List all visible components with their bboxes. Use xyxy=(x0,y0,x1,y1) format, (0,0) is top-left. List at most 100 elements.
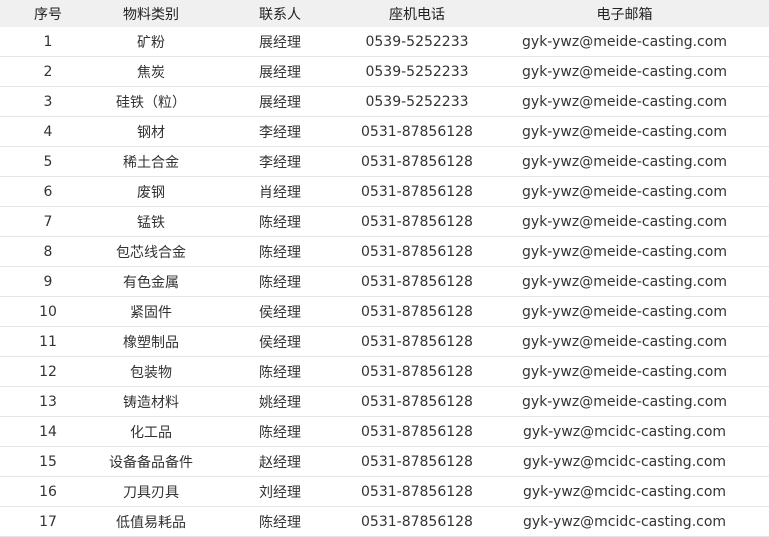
cell-email[interactable]: gyk-ywz@meide-casting.com xyxy=(480,326,769,357)
cell-index: 17 xyxy=(0,506,96,537)
cell-email[interactable]: gyk-ywz@meide-casting.com xyxy=(480,56,769,87)
cell-category: 包芯线合金 xyxy=(96,236,206,267)
cell-index: 16 xyxy=(0,476,96,507)
cell-index: 1 xyxy=(0,27,96,57)
table-row: 4 钢材 李经理 0531-87856128 gyk-ywz@meide-casting… xyxy=(0,116,769,147)
cell-contact: 陈经理 xyxy=(206,356,354,387)
cell-email[interactable]: gyk-ywz@meide-casting.com xyxy=(480,176,769,207)
table-row: 12 包装物 陈经理 0531-87856128 gyk-ywz@meide-casti… xyxy=(0,356,769,387)
table-row: 7 锰铁 陈经理 0531-87856128 gyk-ywz@meide-casting… xyxy=(0,206,769,237)
cell-contact: 姚经理 xyxy=(206,386,354,417)
cell-category: 低值易耗品 xyxy=(96,506,206,537)
cell-contact: 展经理 xyxy=(206,56,354,87)
cell-phone: 0531-87856128 xyxy=(354,416,480,447)
table-row: 3 硅铁（粒） 展经理 0539-5252233 gyk-ywz@meide-casti… xyxy=(0,86,769,117)
cell-email[interactable]: gyk-ywz@mcidc-casting.com xyxy=(480,416,769,447)
table-row: 2 焦炭 展经理 0539-5252233 gyk-ywz@meide-casting.… xyxy=(0,56,769,87)
cell-phone: 0531-87856128 xyxy=(354,236,480,267)
header-email: 电子邮箱 xyxy=(480,0,769,27)
cell-index: 5 xyxy=(0,146,96,177)
cell-phone: 0531-87856128 xyxy=(354,386,480,417)
cell-category: 化工品 xyxy=(96,416,206,447)
cell-contact: 李经理 xyxy=(206,116,354,147)
cell-email[interactable]: gyk-ywz@mcidc-casting.com xyxy=(480,506,769,537)
table-row: 10 紧固件 侯经理 0531-87856128 gyk-ywz@meide-casti… xyxy=(0,296,769,327)
header-category: 物料类别 xyxy=(96,0,206,27)
table-row: 17 低值易耗品 陈经理 0531-87856128 gyk-ywz@mcidc-cas… xyxy=(0,506,769,537)
cell-category: 焦炭 xyxy=(96,56,206,87)
cell-category: 矿粉 xyxy=(96,27,206,57)
cell-email[interactable]: gyk-ywz@mcidc-casting.com xyxy=(480,446,769,477)
cell-phone: 0539-5252233 xyxy=(354,86,480,117)
cell-contact: 陈经理 xyxy=(206,266,354,297)
cell-contact: 陈经理 xyxy=(206,236,354,267)
header-phone: 座机电话 xyxy=(354,0,480,27)
cell-category: 废钢 xyxy=(96,176,206,207)
cell-email[interactable]: gyk-ywz@meide-casting.com xyxy=(480,266,769,297)
cell-phone: 0531-87856128 xyxy=(354,146,480,177)
cell-contact: 侯经理 xyxy=(206,296,354,327)
cell-category: 硅铁（粒） xyxy=(96,86,206,117)
cell-category: 紧固件 xyxy=(96,296,206,327)
cell-contact: 李经理 xyxy=(206,146,354,177)
cell-phone: 0539-5252233 xyxy=(354,27,480,57)
cell-phone: 0531-87856128 xyxy=(354,206,480,237)
cell-index: 15 xyxy=(0,446,96,477)
cell-contact: 赵经理 xyxy=(206,446,354,477)
table-row: 9 有色金属 陈经理 0531-87856128 gyk-ywz@meide-casti… xyxy=(0,266,769,297)
cell-category: 稀土合金 xyxy=(96,146,206,177)
cell-index: 13 xyxy=(0,386,96,417)
table-row: 14 化工品 陈经理 0531-87856128 gyk-ywz@mcidc-casti… xyxy=(0,416,769,447)
cell-contact: 肖经理 xyxy=(206,176,354,207)
cell-phone: 0531-87856128 xyxy=(354,476,480,507)
cell-category: 钢材 xyxy=(96,116,206,147)
cell-category: 铸造材料 xyxy=(96,386,206,417)
cell-contact: 陈经理 xyxy=(206,206,354,237)
cell-index: 8 xyxy=(0,236,96,267)
table-row: 6 废钢 肖经理 0531-87856128 gyk-ywz@meide-casting… xyxy=(0,176,769,207)
cell-phone: 0531-87856128 xyxy=(354,266,480,297)
cell-email[interactable]: gyk-ywz@meide-casting.com xyxy=(480,356,769,387)
cell-phone: 0531-87856128 xyxy=(354,506,480,537)
cell-phone: 0531-87856128 xyxy=(354,296,480,327)
cell-email[interactable]: gyk-ywz@mcidc-casting.com xyxy=(480,476,769,507)
cell-contact: 展经理 xyxy=(206,86,354,117)
cell-email[interactable]: gyk-ywz@meide-casting.com xyxy=(480,27,769,57)
cell-phone: 0539-5252233 xyxy=(354,56,480,87)
cell-category: 锰铁 xyxy=(96,206,206,237)
cell-index: 9 xyxy=(0,266,96,297)
cell-email[interactable]: gyk-ywz@meide-casting.com xyxy=(480,236,769,267)
cell-email[interactable]: gyk-ywz@meide-casting.com xyxy=(480,116,769,147)
table-row: 1 矿粉 展经理 0539-5252233 gyk-ywz@meide-casting.… xyxy=(0,27,769,57)
cell-email[interactable]: gyk-ywz@meide-casting.com xyxy=(480,146,769,177)
cell-phone: 0531-87856128 xyxy=(354,326,480,357)
cell-index: 4 xyxy=(0,116,96,147)
cell-phone: 0531-87856128 xyxy=(354,176,480,207)
header-contact: 联系人 xyxy=(206,0,354,27)
table-row: 8 包芯线合金 陈经理 0531-87856128 gyk-ywz@meide-cast… xyxy=(0,236,769,267)
cell-phone: 0531-87856128 xyxy=(354,446,480,477)
cell-index: 3 xyxy=(0,86,96,117)
cell-email[interactable]: gyk-ywz@meide-casting.com xyxy=(480,386,769,417)
table-row: 13 铸造材料 姚经理 0531-87856128 gyk-ywz@meide-cast… xyxy=(0,386,769,417)
cell-email[interactable]: gyk-ywz@meide-casting.com xyxy=(480,206,769,237)
cell-category: 设备备品备件 xyxy=(96,446,206,477)
cell-index: 11 xyxy=(0,326,96,357)
table-row: 16 刀具刃具 刘经理 0531-87856128 gyk-ywz@mcidc-cast… xyxy=(0,476,769,507)
cell-index: 2 xyxy=(0,56,96,87)
cell-contact: 侯经理 xyxy=(206,326,354,357)
cell-contact: 刘经理 xyxy=(206,476,354,507)
table-row: 5 稀土合金 李经理 0531-87856128 gyk-ywz@meide-casti… xyxy=(0,146,769,177)
cell-index: 6 xyxy=(0,176,96,207)
cell-index: 10 xyxy=(0,296,96,327)
cell-category: 有色金属 xyxy=(96,266,206,297)
cell-email[interactable]: gyk-ywz@meide-casting.com xyxy=(480,296,769,327)
cell-phone: 0531-87856128 xyxy=(354,116,480,147)
cell-category: 刀具刃具 xyxy=(96,476,206,507)
table-row: 11 橡塑制品 侯经理 0531-87856128 gyk-ywz@meide-cast… xyxy=(0,326,769,357)
cell-contact: 展经理 xyxy=(206,27,354,57)
cell-index: 14 xyxy=(0,416,96,447)
cell-index: 12 xyxy=(0,356,96,387)
cell-email[interactable]: gyk-ywz@meide-casting.com xyxy=(480,86,769,117)
